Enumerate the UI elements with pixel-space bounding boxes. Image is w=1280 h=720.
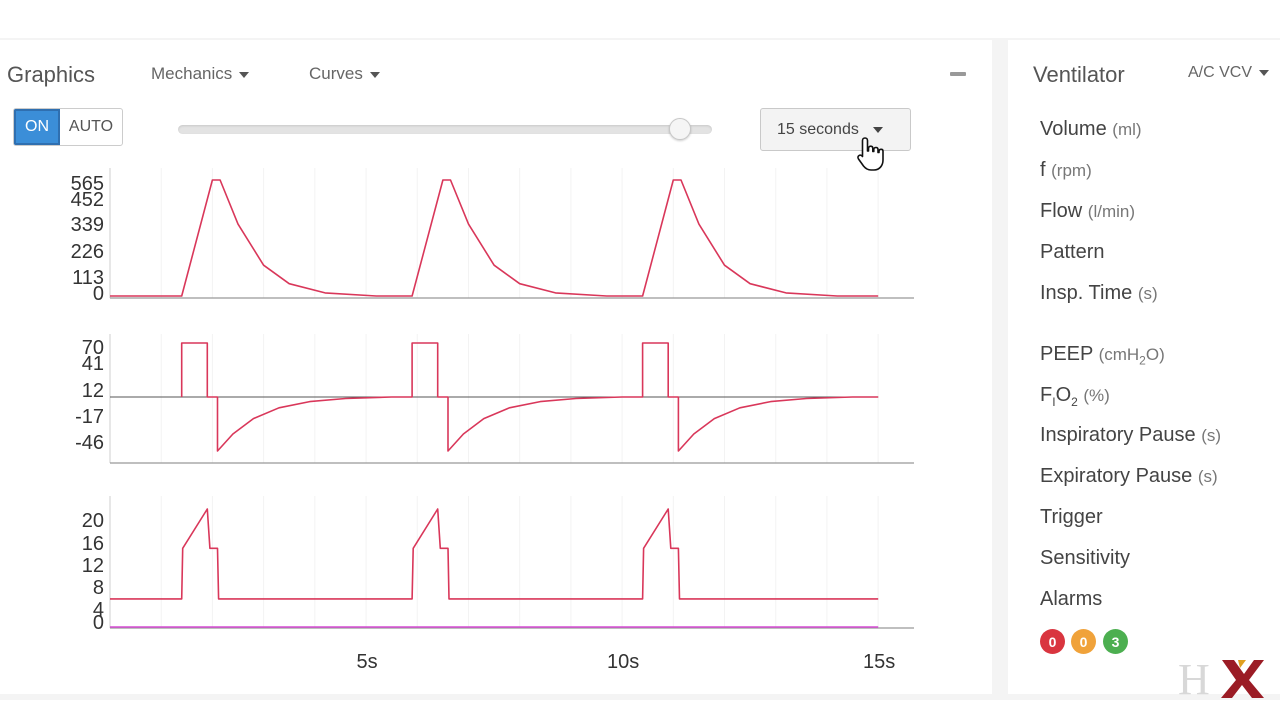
y-tick-label: 452 [71,189,104,211]
param-expiratory-pause[interactable]: Expiratory Pause (s) [1040,465,1218,487]
param-alarms[interactable]: Alarms [1040,588,1103,610]
series-line [110,179,879,297]
y-tick-label: -17 [75,406,104,428]
mode-label: A/C VCV [1188,64,1253,81]
param-insp-time[interactable]: Insp. Time (s) [1040,282,1158,304]
series-line [180,342,879,452]
param-volume[interactable]: Volume (ml) [1040,118,1142,140]
mode-dropdown[interactable]: A/C VCV [1188,64,1270,82]
time-slider-handle[interactable] [668,118,691,140]
alarm-badge-high[interactable]: 0 [1040,629,1065,654]
y-tick-label: 113 [72,267,104,289]
param-sensitivity[interactable]: Sensitivity [1040,547,1131,569]
y-tick-label: 70 [82,337,104,359]
alarm-badge-low[interactable]: 3 [1103,629,1128,654]
curves-label: Curves [309,64,363,83]
graphics-title: Graphics [7,62,96,87]
hx-logo: H [1178,656,1264,698]
y-tick-label: 339 [71,214,104,236]
param-fio2[interactable]: FIO2 (%) [1040,384,1110,409]
fio2-label: FIO2 [1040,384,1078,409]
chevron-down-icon [872,126,883,133]
x-tick-label: 15s [863,651,895,673]
y-tick-label: 0 [93,612,104,634]
peep-unit: (cmH2O) [1098,345,1165,368]
y-tick-label: 41 [82,353,104,375]
time-window-dropdown[interactable]: 15 seconds [760,108,911,151]
minimize-icon[interactable] [950,72,966,76]
on-auto-toggle[interactable]: ON AUTO [13,108,123,146]
top-strip [0,0,1280,38]
x-tick-label: 5s [356,651,377,673]
bottom-strip [0,700,1280,720]
y-tick-label: 16 [82,533,104,555]
y-tick-label: 8 [93,577,104,599]
param-flow[interactable]: Flow (l/min) [1040,200,1136,222]
series-line [110,508,879,600]
param-inspiratory-pause[interactable]: Inspiratory Pause (s) [1040,424,1222,446]
chevron-down-icon [239,71,250,78]
y-tick-label: -46 [75,432,104,454]
mechanics-label: Mechanics [151,64,233,83]
y-tick-label: 20 [82,510,104,532]
x-tick-label: 10s [607,651,639,673]
time-slider-track[interactable] [178,125,712,134]
mechanics-dropdown[interactable]: Mechanics [151,64,250,84]
y-tick-label: 12 [82,380,104,402]
ventilator-title: Ventilator [1033,62,1125,87]
svg-text:H: H [1178,656,1210,698]
param-pattern[interactable]: Pattern [1040,241,1105,263]
curves-dropdown[interactable]: Curves [309,64,380,84]
param-trigger[interactable]: Trigger [1040,506,1103,528]
chevron-down-icon [369,71,380,78]
hand-pointer-icon [857,137,884,171]
y-tick-label: 0 [93,283,104,305]
param-peep[interactable]: PEEP (cmH2O) [1040,343,1165,368]
time-window-label: 15 seconds [777,120,859,138]
on-button[interactable]: ON [14,109,60,145]
y-tick-label: 565 [71,173,104,195]
ventilator-panel [1008,40,1280,694]
chevron-down-icon [1259,69,1270,76]
alarm-badge-medium[interactable]: 0 [1071,629,1096,654]
y-tick-label: 226 [71,241,104,263]
y-tick-label: 4 [93,599,104,621]
auto-button[interactable]: AUTO [68,118,114,135]
y-tick-label: 12 [82,555,104,577]
param-frequency[interactable]: f (rpm) [1040,159,1092,181]
